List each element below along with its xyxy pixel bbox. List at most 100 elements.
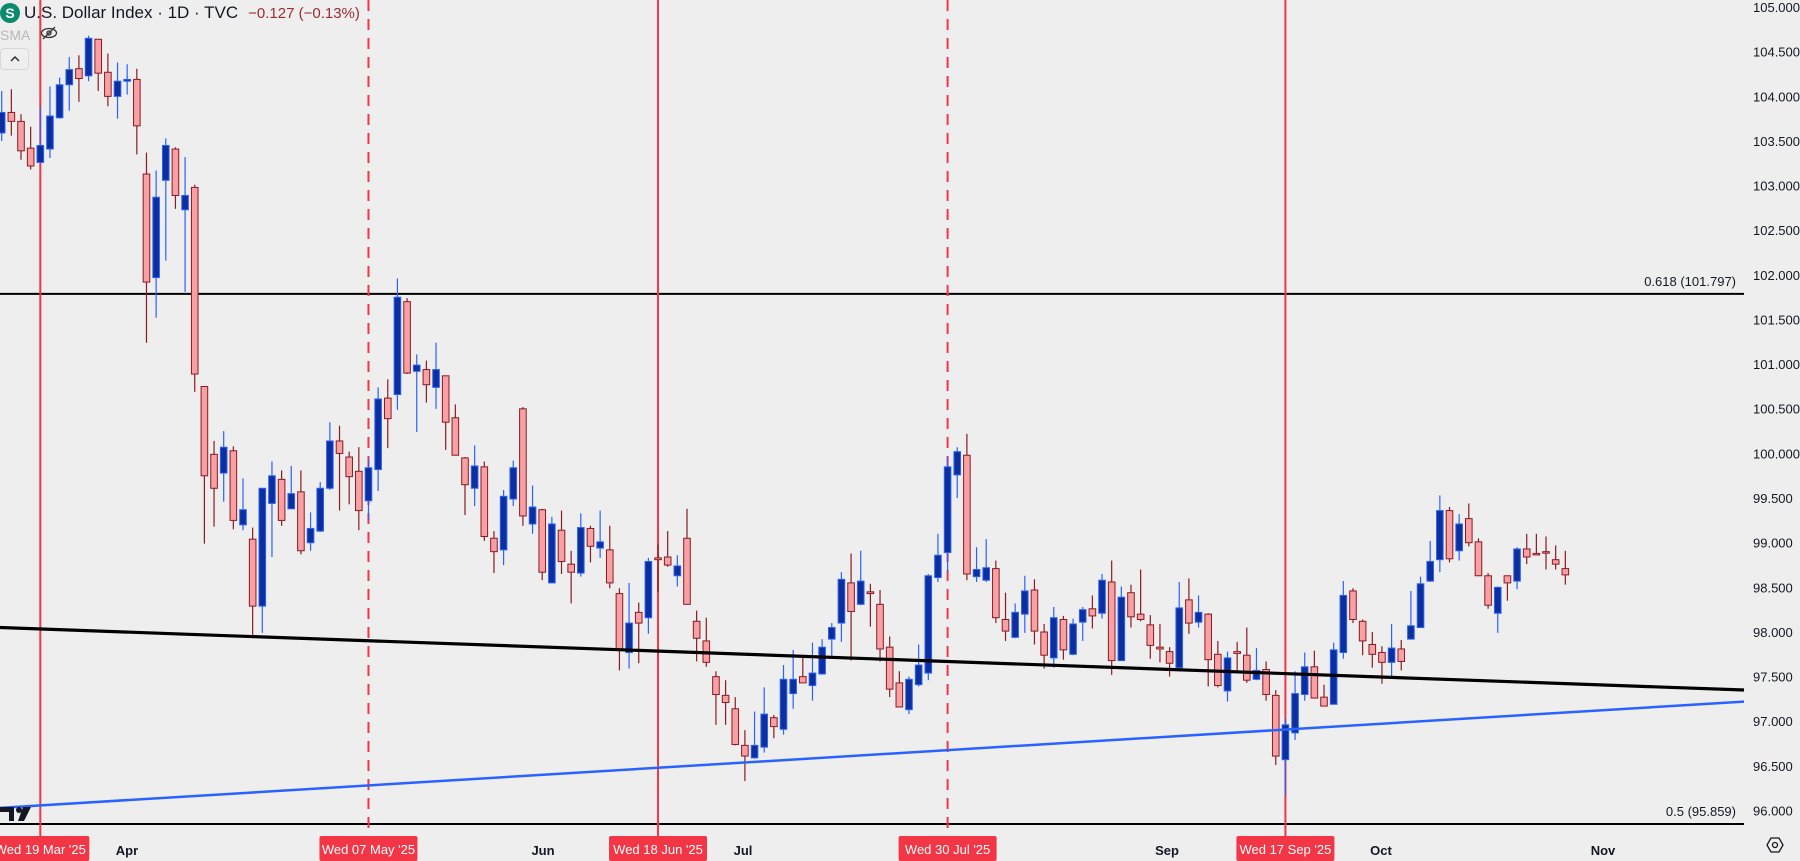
candle-body	[548, 523, 556, 584]
symbol-legend[interactable]: S U.S. Dollar Index · 1D · TVC −0.127 (−…	[0, 2, 360, 24]
candle	[306, 512, 315, 551]
candle-body	[1300, 666, 1309, 695]
candle	[963, 433, 971, 581]
candle-body	[1165, 651, 1174, 664]
candle	[104, 53, 112, 107]
candle	[1561, 550, 1570, 585]
price-tick-label: 97.500	[1753, 670, 1793, 685]
candle	[586, 525, 595, 563]
candle-body	[924, 575, 933, 674]
candle-body	[972, 569, 981, 578]
candle	[1136, 569, 1145, 622]
candle-body	[229, 450, 238, 521]
candle	[55, 77, 64, 119]
candle	[1503, 575, 1512, 601]
candle-body	[1194, 611, 1203, 623]
candle-body	[528, 506, 537, 525]
candle	[1040, 623, 1048, 669]
candle	[345, 451, 353, 505]
candle	[75, 55, 83, 102]
candle	[1455, 514, 1463, 561]
tradingview-logo-icon[interactable]	[0, 805, 34, 828]
price-axis[interactable]: 105.000 104.500 104.000 103.500 103.000 102.5…	[1753, 0, 1800, 818]
candle-body	[0, 111, 6, 134]
candle-body	[1127, 592, 1135, 618]
candle-body	[441, 375, 450, 423]
date-marker-label: Wed 07 May '25	[322, 842, 415, 857]
candle-body	[953, 451, 962, 476]
candle-body	[1455, 523, 1463, 552]
candle	[355, 447, 363, 531]
candle	[248, 527, 257, 639]
candle-body	[557, 529, 566, 562]
candle-body	[644, 560, 653, 619]
candle-body	[1445, 510, 1454, 560]
candle	[644, 557, 653, 634]
candle	[885, 636, 894, 698]
settings-hexagon-icon[interactable]	[1766, 836, 1784, 859]
candle	[538, 508, 547, 581]
candle	[712, 671, 720, 725]
candle-body	[1320, 696, 1328, 707]
candle-body	[1281, 724, 1290, 761]
candle-body	[1204, 613, 1213, 661]
candle	[934, 533, 942, 583]
eye-crossed-icon[interactable]	[40, 25, 58, 46]
candle-body	[75, 68, 83, 80]
candle-body	[200, 386, 209, 477]
candle-body	[1387, 647, 1396, 663]
candle	[161, 138, 170, 261]
price-tick-label: 101.500	[1753, 312, 1800, 327]
candle	[1339, 581, 1348, 659]
symbol-title[interactable]: U.S. Dollar Index · 1D · TVC	[24, 3, 239, 22]
candle	[1465, 503, 1473, 547]
candle	[1484, 573, 1492, 609]
candle	[403, 298, 411, 375]
candle-body	[586, 527, 595, 547]
candle-body	[1378, 652, 1386, 663]
candle	[1233, 641, 1241, 673]
candle-body	[335, 440, 344, 454]
candle	[1088, 595, 1097, 629]
candle-body	[306, 527, 315, 544]
price-tick-label: 102.000	[1753, 268, 1800, 283]
candle	[1117, 586, 1126, 662]
candle	[808, 642, 817, 701]
candle	[1107, 560, 1116, 675]
candle-body	[885, 646, 894, 690]
candle-body	[499, 495, 508, 551]
candle	[113, 62, 122, 119]
candle-body	[1426, 560, 1434, 582]
indicator-name[interactable]: SMA	[0, 27, 31, 43]
candle-body	[1513, 548, 1521, 582]
blue-trendline	[0, 700, 1745, 810]
candle-body	[133, 78, 141, 127]
candle	[1271, 690, 1280, 766]
collapse-legend-button[interactable]	[0, 48, 29, 70]
dollar-s-icon: S	[0, 3, 20, 23]
time-tick-label: Oct	[1370, 843, 1392, 858]
time-tick-label: Apr	[116, 843, 138, 858]
candle-body	[567, 563, 575, 573]
candle	[1069, 618, 1077, 656]
candle-body	[1175, 607, 1184, 669]
candle-body	[1291, 693, 1299, 734]
candle-body	[808, 672, 817, 687]
candle-body	[480, 466, 489, 537]
candle	[94, 38, 103, 92]
candle	[1214, 640, 1222, 688]
candle	[750, 711, 759, 759]
candle	[46, 86, 54, 158]
candle-body	[1069, 623, 1077, 655]
candle	[663, 531, 672, 567]
time-axis[interactable]: Apr Jun Jul Sep Oct Nov Wed 19 Mar '25 Wed 07 M…	[0, 836, 1616, 861]
candle-body	[17, 120, 25, 152]
candle-body	[741, 744, 749, 757]
indicator-legend[interactable]: SMA	[0, 26, 58, 44]
candle-body	[1262, 668, 1270, 695]
candle-body	[1011, 611, 1019, 638]
candle-body	[577, 527, 585, 574]
price-tick-label: 100.500	[1753, 402, 1800, 417]
candle-body	[239, 509, 247, 526]
